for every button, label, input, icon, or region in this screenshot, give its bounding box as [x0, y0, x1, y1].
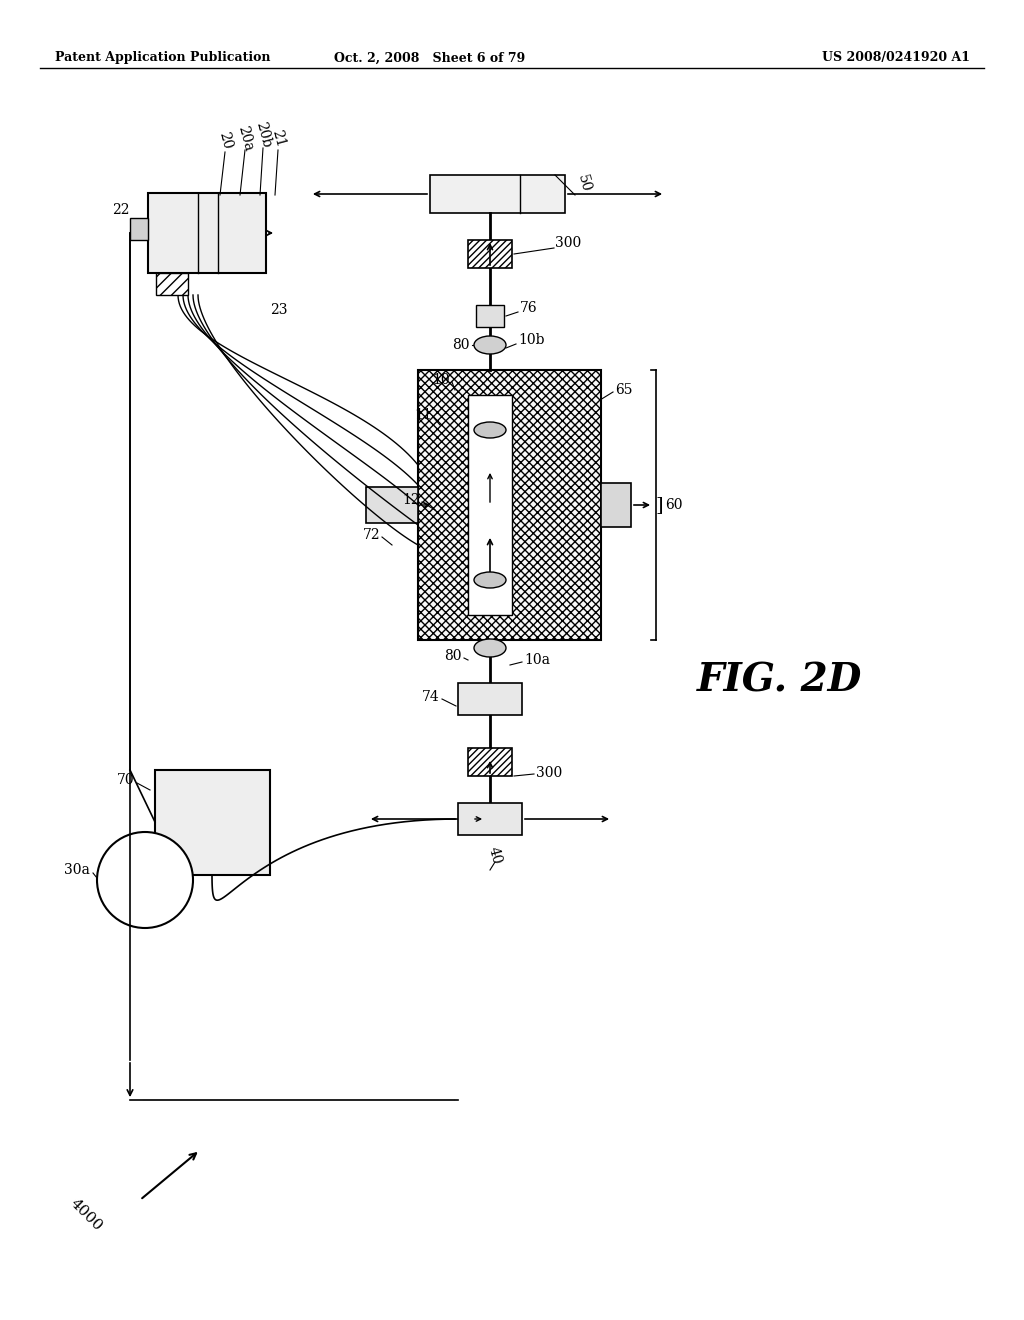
Text: 10b: 10b: [518, 333, 545, 347]
Text: 300: 300: [536, 766, 562, 780]
Text: 50: 50: [575, 173, 593, 193]
Text: 12: 12: [402, 492, 420, 507]
Text: 40: 40: [486, 845, 504, 866]
Text: Patent Application Publication: Patent Application Publication: [55, 51, 270, 65]
Ellipse shape: [474, 639, 506, 657]
Text: 22: 22: [113, 203, 130, 216]
Text: 23: 23: [270, 304, 288, 317]
Bar: [130, 218, 148, 240]
Bar: [366, 487, 418, 523]
Text: 74: 74: [422, 690, 440, 704]
Text: 20a: 20a: [234, 124, 255, 152]
Bar: [458, 682, 522, 715]
Bar: [468, 240, 512, 268]
Bar: [156, 273, 188, 294]
Bar: [458, 803, 522, 836]
Text: ]: ]: [655, 496, 663, 513]
Circle shape: [97, 832, 193, 928]
Text: 11: 11: [415, 408, 432, 422]
Ellipse shape: [474, 572, 506, 587]
Bar: [468, 748, 512, 776]
Text: 70: 70: [118, 774, 135, 787]
Text: FIG. 2D: FIG. 2D: [697, 661, 862, 700]
Text: 30a: 30a: [65, 863, 90, 876]
Bar: [476, 305, 504, 327]
Text: 300: 300: [555, 236, 582, 249]
Text: Oct. 2, 2008   Sheet 6 of 79: Oct. 2, 2008 Sheet 6 of 79: [335, 51, 525, 65]
Text: 10a: 10a: [524, 653, 550, 667]
Text: 4000: 4000: [68, 1196, 105, 1234]
Bar: [148, 193, 266, 273]
Ellipse shape: [474, 337, 506, 354]
Text: 72: 72: [362, 528, 380, 543]
Text: 80: 80: [444, 649, 462, 663]
Text: 80: 80: [453, 338, 470, 352]
Text: 10: 10: [432, 374, 450, 387]
Text: 21: 21: [269, 128, 287, 148]
Text: 76: 76: [520, 301, 538, 315]
Bar: [601, 483, 631, 527]
Text: 20: 20: [216, 129, 234, 150]
Bar: [155, 770, 270, 875]
Text: 65: 65: [615, 383, 633, 397]
Text: 60: 60: [665, 498, 683, 512]
Bar: [468, 395, 512, 615]
Ellipse shape: [474, 422, 506, 438]
Bar: [418, 370, 601, 640]
Bar: [430, 176, 565, 213]
Text: 20b: 20b: [253, 120, 273, 149]
Text: US 2008/0241920 A1: US 2008/0241920 A1: [822, 51, 970, 65]
